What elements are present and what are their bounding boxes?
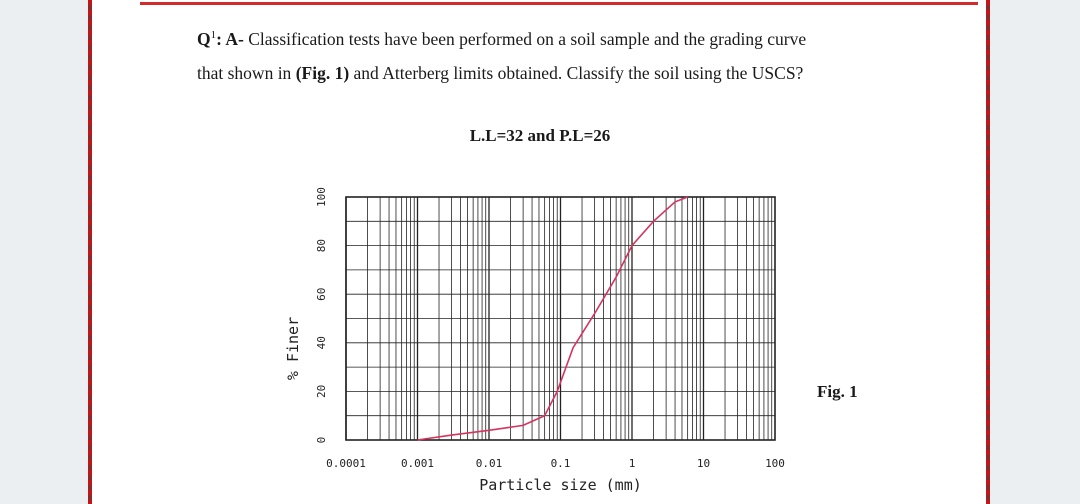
page-right-border bbox=[986, 0, 990, 504]
left-background bbox=[0, 0, 88, 504]
question-text: Q1: A- Classification tests have been pe… bbox=[197, 18, 957, 90]
plot-frame bbox=[345, 196, 776, 441]
x-tick-label: 0.1 bbox=[551, 457, 571, 470]
right-background bbox=[990, 0, 1080, 504]
x-tick-label: 0.001 bbox=[401, 457, 434, 470]
fig-reference: (Fig. 1) bbox=[295, 62, 350, 83]
question-line-2: that shown in (Fig. 1) and Atterberg lim… bbox=[197, 62, 804, 83]
x-tick-label: 0.0001 bbox=[326, 457, 366, 470]
y-tick-label: 0 bbox=[315, 437, 328, 444]
page-top-border bbox=[140, 2, 978, 5]
x-tick-label: 10 bbox=[697, 457, 710, 470]
x-axis-title: Particle size (mm) bbox=[479, 476, 642, 494]
y-tick-label: 80 bbox=[315, 239, 328, 252]
question-number: Q1: A- bbox=[197, 28, 244, 49]
x-tick-label: 0.01 bbox=[476, 457, 503, 470]
chart-grid bbox=[345, 196, 775, 441]
page-left-border bbox=[88, 0, 92, 504]
chart-ticks: 0.0001 0.001 0.01 0.1 1 10 100 0 20 40 60 80 100 bbox=[315, 187, 785, 470]
figure-label: Fig. 1 bbox=[817, 382, 858, 401]
y-tick-label: 20 bbox=[315, 385, 328, 398]
atterberg-limits-label: L.L=32 and P.L=26 bbox=[469, 126, 611, 145]
question-line-1: Q1: A- Classification tests have been pe… bbox=[197, 28, 807, 49]
y-axis-title: % Finer bbox=[284, 317, 302, 380]
x-tick-label: 1 bbox=[629, 457, 636, 470]
grading-curve-line bbox=[417, 196, 688, 441]
chart-series bbox=[417, 196, 688, 441]
x-tick-label: 100 bbox=[765, 457, 785, 470]
y-tick-label: 60 bbox=[315, 288, 328, 301]
y-tick-label: 40 bbox=[315, 336, 328, 349]
y-tick-label: 100 bbox=[315, 187, 328, 207]
